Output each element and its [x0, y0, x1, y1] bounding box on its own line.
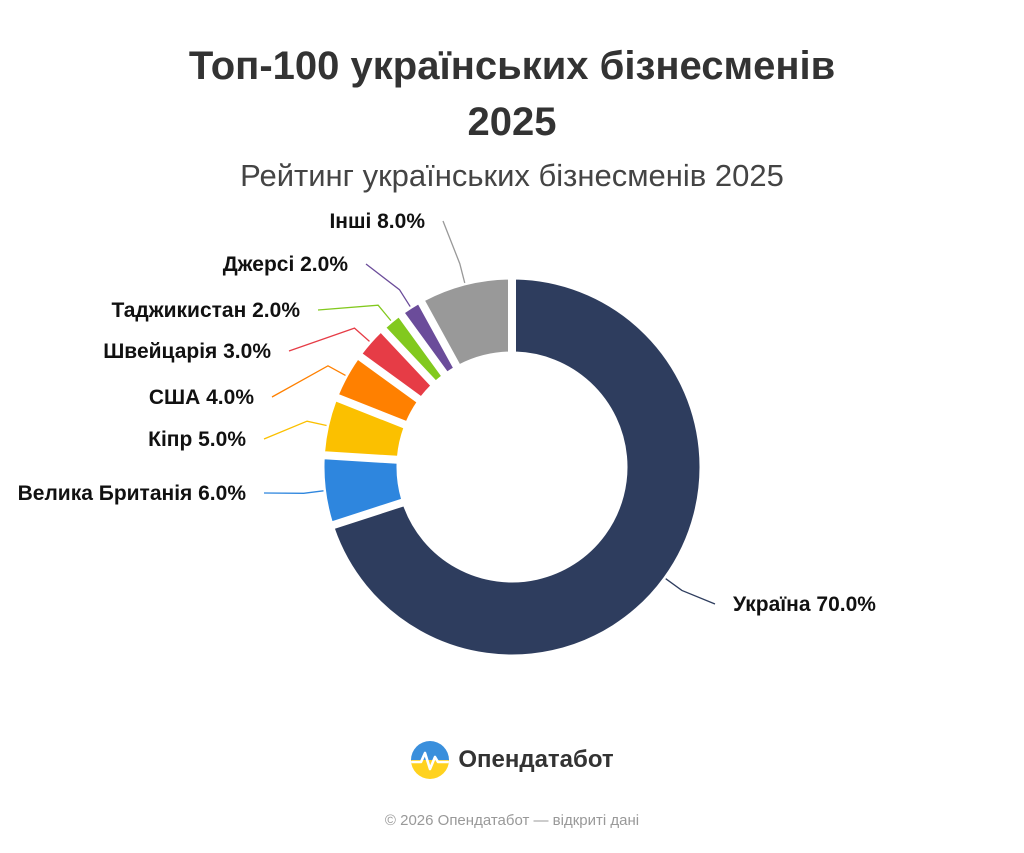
connector-швейцарія	[288, 327, 370, 352]
slice-джерсі[interactable]	[403, 303, 455, 373]
slice-labels: Україна 70.0% Велика Британія 6.0% Кіпр 5.…	[18, 210, 877, 616]
label-connectors	[263, 220, 716, 605]
connector-україна	[665, 578, 716, 605]
label-таджикистан: Таджикистан 2.0%	[111, 299, 300, 322]
slice-таджикистан[interactable]	[385, 316, 443, 382]
brand-name: Опендатабот	[458, 746, 614, 773]
chart-subtitle: Рейтинг українських бізнесменів 2025	[240, 158, 784, 193]
slice-сша[interactable]	[338, 358, 418, 422]
connector-сша	[271, 365, 346, 398]
brand: Опендатабот	[0, 740, 1024, 780]
connector-велика-британія	[263, 490, 324, 494]
label-кіпр: Кіпр 5.0%	[148, 428, 246, 451]
label-джерсі: Джерсі 2.0%	[223, 253, 349, 276]
slice-україна[interactable]	[333, 278, 701, 656]
chart-title-line-2: 2025	[467, 100, 557, 144]
connector-кіпр	[263, 420, 327, 440]
connector-джерсі	[365, 263, 411, 307]
footer-copyright: © 2026 Опендатабот — відкриті дані	[384, 812, 640, 829]
opendatabot-logo-icon	[411, 741, 450, 779]
slice-кіпр[interactable]	[324, 400, 405, 457]
label-сша: США 4.0%	[149, 386, 254, 409]
slice-швейцарія[interactable]	[361, 331, 432, 398]
label-швейцарія: Швейцарія 3.0%	[103, 340, 271, 363]
label-україна: Україна 70.0%	[733, 593, 876, 616]
label-велика-британія: Велика Британія 6.0%	[18, 482, 247, 505]
slice-велика-британія[interactable]	[323, 458, 403, 523]
slice-інші[interactable]	[424, 278, 510, 366]
label-інші: Інші 8.0%	[329, 210, 425, 233]
chart-title-line-1: Топ-100 українських бізнесменів	[188, 44, 836, 88]
chart-title: Топ-100 українських бізнесменів 2025	[0, 38, 1024, 150]
connector-інші	[442, 220, 466, 284]
connector-таджикистан	[317, 304, 392, 322]
donut-slices	[323, 278, 701, 656]
